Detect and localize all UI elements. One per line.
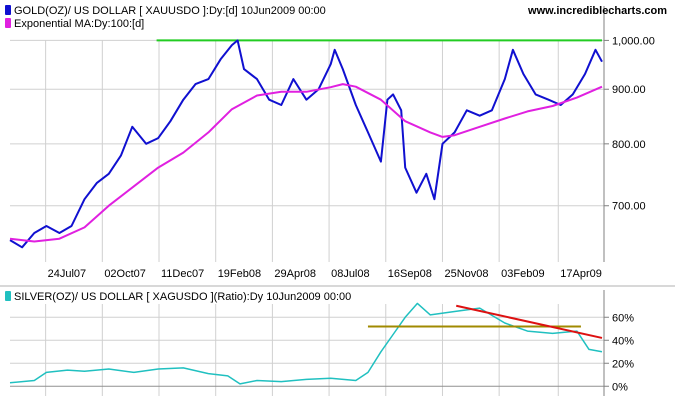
price-y-tick-label: 900.00 xyxy=(612,84,646,96)
ratio-y-tick-label: 0% xyxy=(612,381,628,393)
price-panel: 1,000.00 900.00 800.00 700.00 24Jul07 02Oct0… xyxy=(5,5,667,280)
site-watermark: www.incrediblecharts.com xyxy=(527,5,667,17)
price-legend: GOLD(OZ)/ US DOLLAR [ XAUUSDO ]:Dy:[d] 1… xyxy=(5,5,326,30)
legend-swatch-silver xyxy=(5,291,11,301)
legend-silver-label: SILVER(OZ)/ US DOLLAR [ XAGUSDO ](Ratio)… xyxy=(14,291,351,303)
ratio-y-ticks: 60% 40% 20% 0% xyxy=(604,312,634,393)
ema-100-line xyxy=(9,83,603,243)
price-y-tick-label: 1,000.00 xyxy=(612,35,655,47)
ratio-panel: 60% 40% 20% 0% SILVER(OZ)/ US DOLLAR [ XAGU… xyxy=(5,290,634,396)
ratio-lines xyxy=(9,302,603,385)
ratio-downtrend-line xyxy=(456,304,603,339)
ratio-legend: SILVER(OZ)/ US DOLLAR [ XAGUSDO ](Ratio)… xyxy=(5,291,351,303)
ratio-y-tick-label: 60% xyxy=(612,312,634,324)
price-y-tick-label: 700.00 xyxy=(612,201,646,213)
legend-swatch-ema xyxy=(5,18,11,28)
price-x-tick-label: 17Apr09 xyxy=(560,268,602,280)
legend-gold-label: GOLD(OZ)/ US DOLLAR [ XAUUSDO ]:Dy:[d] 1… xyxy=(14,5,326,17)
price-x-tick-label: 19Feb08 xyxy=(218,268,261,280)
price-x-tick-label: 02Oct07 xyxy=(104,268,146,280)
price-x-ticks: 24Jul07 02Oct07 11Dec07 19Feb08 29Apr08 08Jul… xyxy=(48,268,602,280)
gold-price-line xyxy=(9,39,603,249)
price-lines xyxy=(9,39,603,249)
legend-ema-label: Exponential MA:Dy:100:[d] xyxy=(14,18,144,30)
silver-ratio-line xyxy=(9,302,603,385)
ratio-y-tick-label: 40% xyxy=(612,335,634,347)
price-y-ticks: 1,000.00 900.00 800.00 700.00 xyxy=(604,35,655,213)
price-x-tick-label: 08Jul08 xyxy=(331,268,370,280)
price-x-tick-label: 11Dec07 xyxy=(161,268,204,280)
price-y-tick-label: 800.00 xyxy=(612,139,646,151)
price-x-tick-label: 25Nov08 xyxy=(444,268,488,280)
price-x-tick-label: 03Feb09 xyxy=(501,268,544,280)
price-x-tick-label: 24Jul07 xyxy=(48,268,87,280)
price-x-tick-label: 29Apr08 xyxy=(274,268,316,280)
ratio-y-tick-label: 20% xyxy=(612,358,634,370)
legend-swatch-gold xyxy=(5,5,11,15)
price-x-tick-label: 16Sep08 xyxy=(388,268,432,280)
